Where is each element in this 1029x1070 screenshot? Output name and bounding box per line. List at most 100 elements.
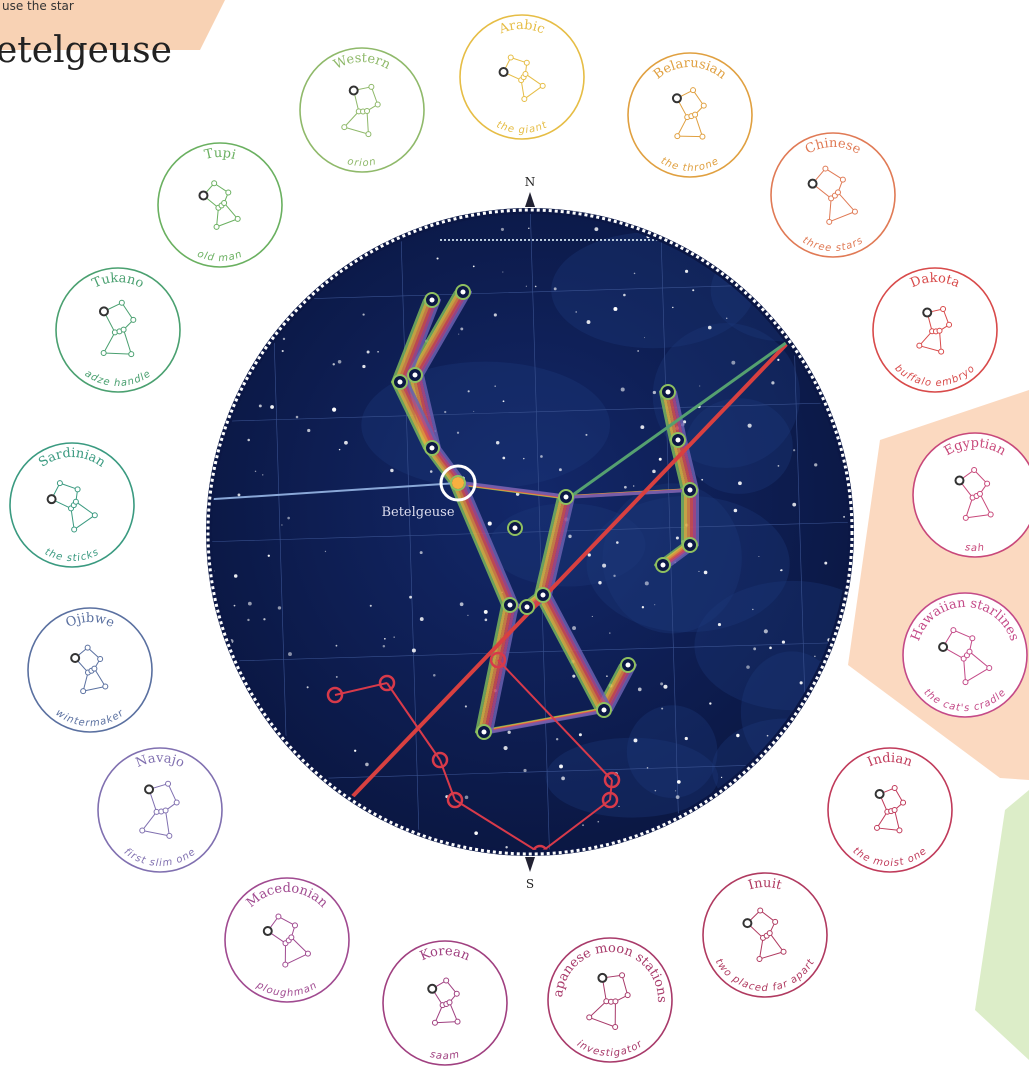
star	[618, 805, 620, 807]
figure-line	[434, 1021, 458, 1024]
figure-star	[619, 972, 626, 979]
star	[771, 381, 775, 385]
star	[283, 264, 286, 266]
star	[281, 524, 283, 526]
figure-star	[900, 799, 907, 806]
star	[779, 569, 782, 572]
figure-line	[73, 514, 96, 530]
star	[781, 640, 786, 644]
figure-star	[984, 480, 991, 487]
star	[341, 828, 343, 830]
culture-name-text: Inuit	[747, 876, 784, 894]
star	[704, 830, 708, 834]
star	[212, 741, 217, 746]
figure-star	[597, 972, 608, 983]
figure-star	[962, 514, 969, 521]
star	[304, 240, 307, 243]
star-ring	[431, 751, 449, 769]
star	[644, 337, 646, 339]
asterism-line	[609, 779, 613, 801]
star	[687, 542, 693, 548]
star	[338, 448, 341, 451]
culture-meaning-text: orion	[346, 156, 376, 169]
culture-name-text: Egyptian	[942, 436, 1009, 459]
figure-line	[876, 811, 888, 829]
figure-line	[837, 192, 856, 212]
figure-star	[954, 475, 965, 486]
star	[625, 662, 631, 668]
figure-line	[525, 73, 543, 87]
star	[646, 767, 649, 769]
star	[210, 347, 211, 348]
culture-card[interactable]: Western orion	[299, 47, 425, 173]
star	[672, 306, 674, 309]
asterism-line	[458, 481, 513, 607]
figure-line	[344, 126, 369, 135]
figure-star	[130, 316, 137, 323]
star	[814, 770, 819, 775]
figure-star	[80, 688, 87, 695]
star	[366, 350, 370, 354]
figure-star	[453, 990, 460, 997]
figure-line	[167, 783, 178, 803]
sky-ring	[206, 208, 854, 856]
star	[332, 363, 335, 366]
pointer-line	[212, 482, 459, 501]
figure-star	[443, 977, 450, 984]
figure-star	[46, 494, 57, 505]
figure-star	[766, 930, 773, 937]
star	[384, 637, 386, 640]
asterism-line	[478, 603, 507, 734]
star	[258, 404, 262, 408]
asterism-line	[409, 290, 460, 377]
figure-star	[56, 480, 63, 487]
culture-card[interactable]: Korean saam	[382, 940, 508, 1066]
culture-card[interactable]: Egyptian sah	[912, 432, 1029, 558]
star	[559, 764, 563, 769]
asterism-line	[540, 593, 604, 712]
figure-line	[434, 1004, 444, 1023]
star	[493, 313, 497, 317]
star	[429, 297, 435, 303]
star	[699, 385, 701, 387]
star	[555, 738, 559, 741]
figure-star	[70, 652, 81, 663]
figure-line	[759, 951, 784, 960]
culture-card[interactable]: Arabic the giant	[459, 14, 585, 140]
star	[640, 425, 645, 430]
asterism-line	[391, 380, 426, 450]
culture-meaning: sah	[964, 542, 985, 554]
figure-line	[979, 493, 992, 515]
star	[705, 820, 708, 824]
figure-line	[677, 135, 703, 138]
figure-star	[936, 327, 943, 334]
selected-star[interactable]	[439, 464, 477, 502]
culture-meaning: orion	[346, 156, 377, 169]
star	[582, 824, 585, 827]
figure-star	[896, 827, 903, 834]
asterism-line	[421, 373, 441, 450]
asterism-line	[391, 298, 426, 384]
asterism-line	[534, 495, 560, 597]
figure-star	[139, 827, 146, 834]
star	[769, 646, 772, 650]
star	[227, 748, 231, 752]
star	[817, 684, 821, 688]
star	[358, 829, 363, 834]
culture-card[interactable]: Tupi old man	[157, 142, 283, 268]
figure-star	[891, 807, 898, 814]
star	[652, 469, 656, 474]
star	[429, 445, 435, 451]
star	[752, 608, 754, 611]
